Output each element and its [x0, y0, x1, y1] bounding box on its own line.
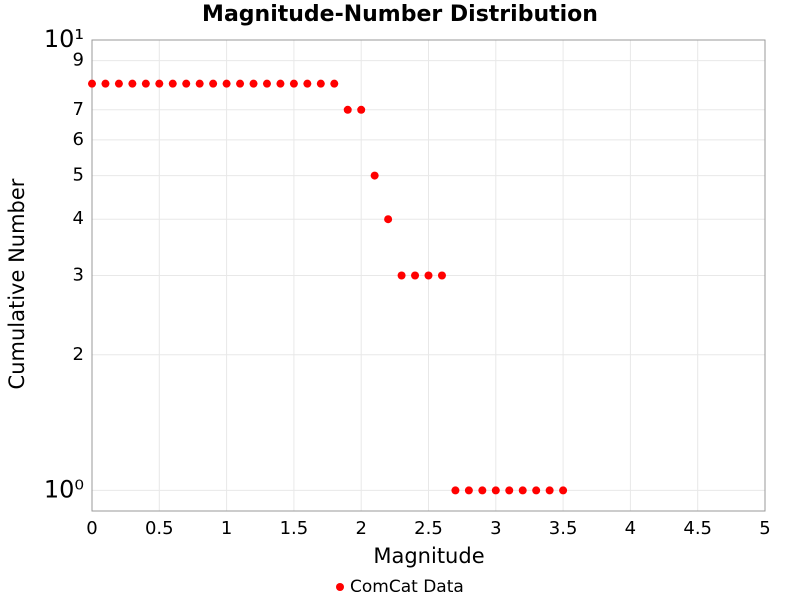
point [222, 79, 231, 88]
point [236, 79, 245, 88]
point [155, 79, 164, 88]
point [289, 79, 298, 88]
x-tick-label: 2.5 [414, 518, 443, 539]
plot-frame [91, 39, 766, 512]
point [316, 79, 325, 88]
point [168, 79, 177, 88]
y-tick-label: 3 [73, 265, 84, 286]
x-tick-label: 1.5 [280, 518, 309, 539]
x-tick-label: 0.5 [145, 518, 174, 539]
point [559, 486, 568, 495]
legend-label: ComCat Data [350, 577, 464, 597]
point [249, 79, 258, 88]
point [518, 486, 527, 495]
y-tick-label: 10¹ [44, 25, 84, 53]
point [141, 79, 150, 88]
point [478, 486, 487, 495]
point [411, 271, 420, 280]
x-tick-label: 3 [490, 518, 501, 539]
point [384, 215, 393, 224]
point [343, 105, 352, 114]
point [424, 271, 433, 280]
x-tick-label: 0 [86, 518, 97, 539]
point [437, 271, 446, 280]
point [303, 79, 312, 88]
y-axis-label: Cumulative Number [5, 178, 29, 389]
legend-marker [336, 583, 344, 591]
x-tick-label: 3.5 [549, 518, 578, 539]
point [464, 486, 473, 495]
point [330, 79, 339, 88]
point [209, 79, 218, 88]
x-tick-label: 4 [625, 518, 636, 539]
x-axis-label: Magnitude [373, 544, 484, 568]
point [262, 79, 271, 88]
x-tick-label: 4.5 [683, 518, 712, 539]
point [114, 79, 123, 88]
point [357, 105, 366, 114]
point [128, 79, 137, 88]
x-tick-label: 5 [759, 518, 770, 539]
chart-title: Magnitude-Number Distribution [202, 2, 598, 27]
y-tick-label: 10⁰ [44, 475, 84, 503]
x-tick-label: 2 [355, 518, 366, 539]
point [505, 486, 514, 495]
point [195, 79, 204, 88]
point [451, 486, 460, 495]
y-tick-label: 7 [73, 99, 84, 120]
point [491, 486, 500, 495]
point [545, 486, 554, 495]
y-tick-label: 6 [73, 129, 84, 150]
point [182, 79, 191, 88]
point [276, 79, 285, 88]
point [532, 486, 541, 495]
y-tick-label: 9 [73, 50, 84, 71]
point [101, 79, 110, 88]
x-tick-label: 1 [221, 518, 232, 539]
point [370, 171, 379, 180]
point [397, 271, 406, 280]
y-tick-label: 5 [73, 165, 84, 186]
y-tick-label: 2 [73, 344, 84, 365]
point [88, 79, 96, 88]
y-tick-label: 4 [73, 208, 84, 229]
